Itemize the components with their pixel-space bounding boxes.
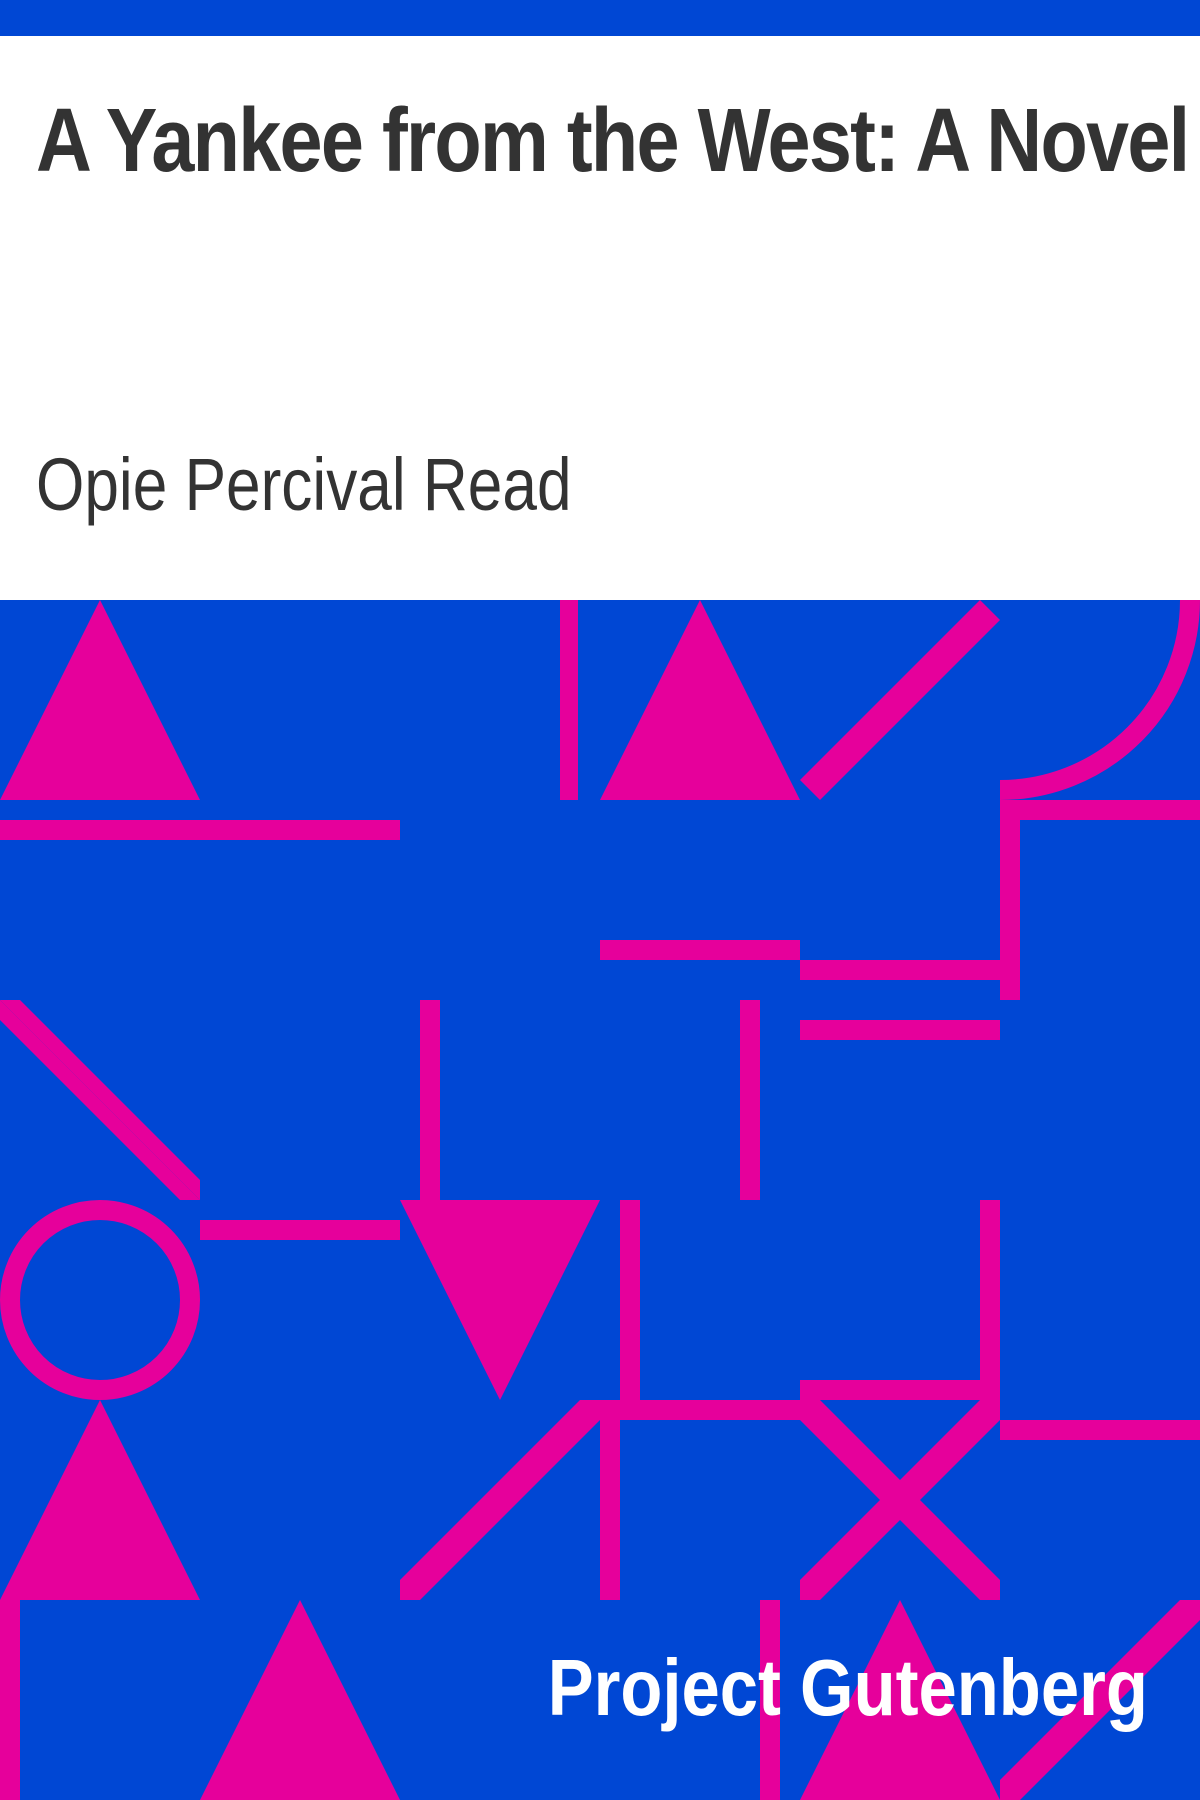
bar-shape xyxy=(200,1220,400,1240)
ring-shape xyxy=(0,1200,200,1400)
diagonal-bar-shape xyxy=(1000,1600,1200,1800)
triangle-up-shape xyxy=(200,1600,400,1800)
triangle-up-shape xyxy=(800,1600,1000,1800)
bar-shape xyxy=(0,820,400,840)
bar-shape xyxy=(0,1600,20,1800)
book-title: A Yankee from the West: A Novel xyxy=(36,91,1190,191)
triangle-down-shape xyxy=(400,1200,600,1400)
triangle-up-shape xyxy=(0,600,200,800)
diagonal-bar-shape xyxy=(0,1000,200,1200)
diagonal-bar-shape xyxy=(800,600,1000,800)
diagonal-bar-shape xyxy=(400,1400,600,1600)
triangle-up-shape xyxy=(600,600,800,800)
bar-shape xyxy=(800,1020,1000,1040)
bar-shape xyxy=(800,960,1000,980)
bar-shape xyxy=(560,600,578,800)
bar-shape xyxy=(580,1400,800,1420)
cover-artwork xyxy=(0,600,1200,1800)
bar-shape xyxy=(1000,1420,1200,1440)
diagonal-bar-shape xyxy=(800,1400,1000,1600)
publisher-logo-text: Project Gutenberg xyxy=(547,1643,1148,1732)
triangle-up-shape xyxy=(0,1400,200,1600)
bar-shape xyxy=(1000,800,1200,820)
bar-shape xyxy=(760,1600,780,1800)
bar-shape xyxy=(800,1380,1000,1400)
bar-shape xyxy=(740,1000,760,1200)
quarter-arc-shape xyxy=(999,600,1200,800)
bar-shape xyxy=(980,1200,1000,1400)
bar-shape xyxy=(420,1000,440,1200)
bar-shape xyxy=(600,940,800,960)
bar-shape xyxy=(1000,800,1020,1000)
bar-shape xyxy=(600,1420,620,1600)
top-color-bar xyxy=(0,0,1200,36)
book-author: Opie Percival Read xyxy=(36,443,572,526)
bar-shape xyxy=(620,1200,640,1400)
